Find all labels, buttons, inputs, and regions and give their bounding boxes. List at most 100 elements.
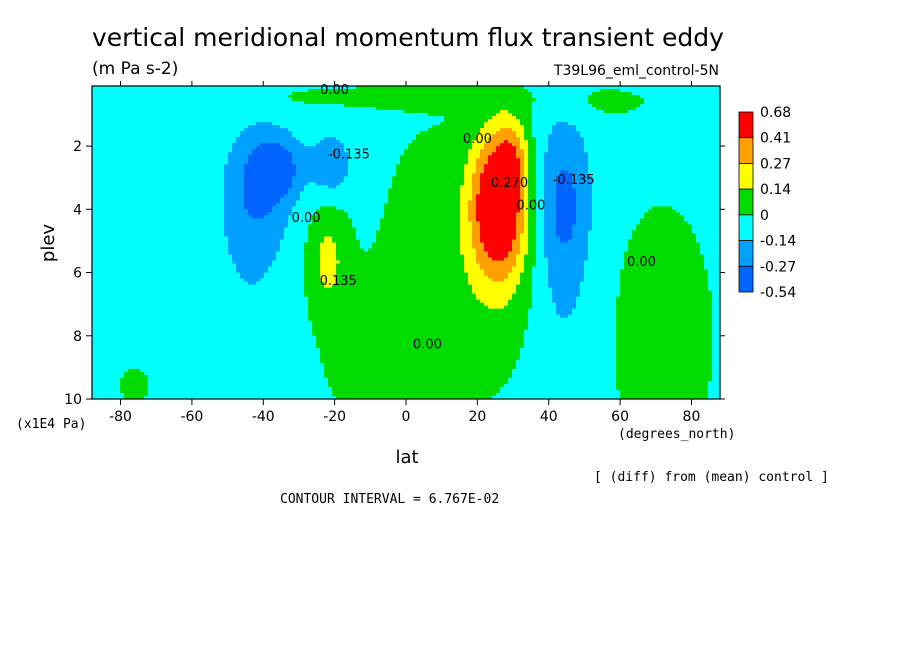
field-cell bbox=[280, 92, 285, 96]
field-cell bbox=[492, 89, 497, 93]
field-cell bbox=[684, 86, 689, 90]
field-cell bbox=[256, 89, 261, 93]
field-cell bbox=[444, 86, 449, 90]
field-cell bbox=[244, 92, 249, 96]
field-cell bbox=[700, 89, 705, 93]
field-cell bbox=[260, 95, 265, 99]
field-cell bbox=[144, 89, 149, 93]
field-cell bbox=[676, 89, 681, 93]
field-cell bbox=[532, 92, 537, 96]
field-cell bbox=[500, 86, 505, 90]
field-cell bbox=[204, 89, 209, 93]
field-cell bbox=[584, 86, 589, 90]
field-cell bbox=[256, 86, 261, 90]
field-cell bbox=[400, 92, 405, 96]
field-cell bbox=[128, 89, 133, 93]
field-cell bbox=[288, 89, 293, 93]
field-cell bbox=[132, 92, 137, 96]
field-cell bbox=[604, 86, 609, 90]
field-cell bbox=[712, 92, 717, 96]
field-cell bbox=[272, 95, 277, 99]
field-cell bbox=[200, 89, 205, 93]
field-cell bbox=[340, 89, 345, 93]
field-cell bbox=[196, 92, 201, 96]
field-cell bbox=[164, 86, 169, 90]
field-cell bbox=[680, 92, 685, 96]
field-cell bbox=[304, 95, 309, 99]
field-cell bbox=[416, 92, 421, 96]
field-cell bbox=[160, 86, 165, 90]
field-cell bbox=[432, 86, 437, 90]
field-cell bbox=[624, 86, 629, 90]
field-cell bbox=[388, 89, 393, 93]
field-cell bbox=[288, 95, 293, 99]
field-cell bbox=[412, 86, 417, 90]
field-cell bbox=[360, 89, 365, 93]
field-cell bbox=[560, 86, 565, 90]
field-cell bbox=[580, 92, 585, 96]
field-cell bbox=[692, 86, 697, 90]
field-cell bbox=[172, 89, 177, 93]
field-cell bbox=[588, 86, 593, 90]
field-cell bbox=[532, 89, 537, 93]
field-cell bbox=[548, 92, 553, 96]
field-cell bbox=[192, 92, 197, 96]
field-cell bbox=[452, 86, 457, 90]
field-cell bbox=[716, 92, 720, 96]
field-cell bbox=[496, 92, 501, 96]
field-cell bbox=[340, 86, 345, 90]
field-cell bbox=[488, 86, 493, 90]
field-cell bbox=[164, 92, 169, 96]
field-cell bbox=[428, 89, 433, 93]
field-cell bbox=[380, 86, 385, 90]
field-cell bbox=[596, 92, 601, 96]
field-cell bbox=[520, 92, 525, 96]
field-cell bbox=[540, 86, 545, 90]
chart-units: (m Pa s-2) bbox=[92, 59, 178, 79]
field-cell bbox=[196, 89, 201, 93]
field-cell bbox=[712, 86, 717, 90]
field-cell bbox=[260, 86, 265, 90]
field-cell bbox=[708, 86, 713, 90]
field-cell bbox=[508, 86, 513, 90]
field-cell bbox=[208, 92, 213, 96]
field-cell bbox=[108, 86, 113, 90]
field-cell bbox=[332, 92, 337, 96]
field-cell bbox=[204, 92, 209, 96]
field-cell bbox=[268, 92, 273, 96]
field-cell bbox=[704, 86, 709, 90]
field-cell bbox=[452, 89, 457, 93]
field-cell bbox=[676, 86, 681, 90]
field-cell bbox=[480, 86, 485, 90]
field-cell bbox=[420, 92, 425, 96]
field-cell bbox=[484, 86, 489, 90]
field-cell bbox=[336, 89, 341, 93]
field-cell bbox=[268, 95, 273, 99]
field-cell bbox=[268, 86, 273, 90]
field-cell bbox=[352, 92, 357, 96]
field-cell bbox=[432, 95, 437, 99]
field-cell bbox=[440, 95, 445, 99]
field-cell bbox=[404, 92, 409, 96]
field-cell bbox=[432, 92, 437, 96]
field-cell bbox=[112, 89, 117, 93]
field-cell bbox=[552, 92, 557, 96]
field-cell bbox=[164, 95, 169, 99]
field-cell bbox=[228, 95, 233, 99]
field-cell bbox=[668, 89, 673, 93]
field-cell bbox=[412, 92, 417, 96]
field-cell bbox=[420, 89, 425, 93]
field-cell bbox=[112, 95, 117, 99]
field-cell bbox=[264, 95, 269, 99]
field-cell bbox=[528, 92, 533, 96]
field-cell bbox=[336, 86, 341, 90]
field-cell bbox=[592, 89, 597, 93]
field-cell bbox=[180, 86, 185, 90]
field-cell bbox=[200, 92, 205, 96]
field-cell bbox=[176, 86, 181, 90]
field-cell bbox=[708, 92, 713, 96]
field-cell bbox=[128, 92, 133, 96]
field-cell bbox=[648, 89, 653, 93]
field-cell bbox=[420, 95, 425, 99]
field-cell bbox=[600, 89, 605, 93]
